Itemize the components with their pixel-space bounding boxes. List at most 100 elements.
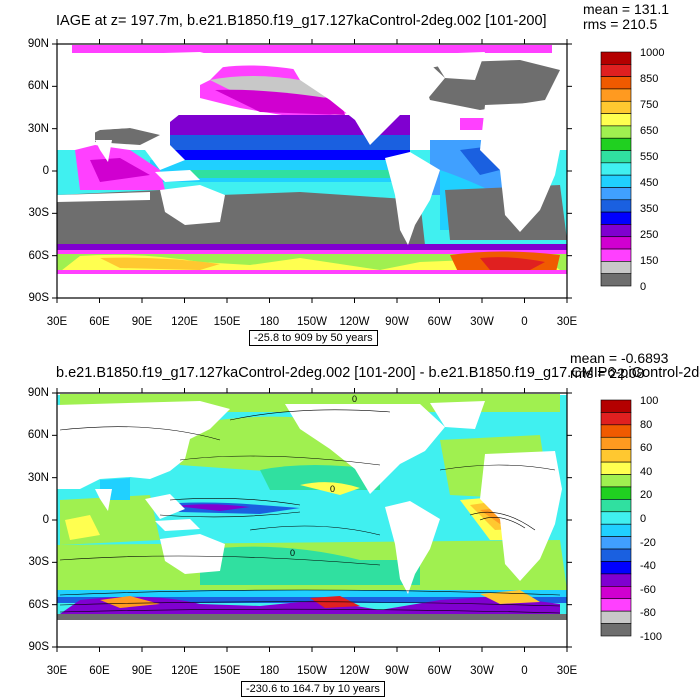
colorbar-swatch [600,573,632,587]
colorbar-label: -80 [640,607,656,620]
colorbar-label: 1000 [640,47,665,59]
colorbar-swatch [600,199,632,213]
lon-tick-label: 150W [296,665,328,677]
colorbar-swatch [600,461,632,475]
lat-tick-label: 30N [27,471,49,484]
lat-tick-label: 30S [28,207,49,220]
colorbar-label: -20 [640,536,656,549]
colorbar-swatch [600,162,632,176]
panel2-range-label: -230.6 to 164.7 by 10 years [241,681,385,697]
lat-tick-label: 60N [27,429,49,442]
colorbar-swatch [600,236,632,250]
lon-tick-label: 60E [89,316,110,328]
colorbar-swatch [600,64,632,77]
lat-tick-label: 60S [28,249,49,262]
lon-tick-label: 90E [131,665,153,677]
colorbar-label: 450 [640,177,659,189]
colorbar-swatch [600,187,632,201]
lon-tick-label: 30E [46,665,68,677]
colorbar-swatch [600,486,632,500]
colorbar-swatch [600,536,632,550]
lat-tick-label: 90N [27,387,49,399]
colorbar-label: 850 [640,73,659,85]
colorbar-swatch [600,399,632,413]
colorbar-swatch [600,436,632,450]
colorbar-label: 40 [640,465,653,478]
colorbar-label: 650 [640,125,659,137]
colorbar-swatch [600,511,632,525]
lat-tick-label: 90N [27,38,49,50]
colorbar-label: 60 [640,442,653,455]
panel1-map [57,44,567,298]
lon-tick-label: 30E [556,316,578,328]
lon-tick-label: 120W [339,665,370,677]
colorbar-swatch [600,261,632,274]
colorbar-swatch [600,586,632,600]
colorbar-swatch [600,137,632,151]
colorbar-swatch [600,499,632,513]
lat-tick-label: 0 [42,165,49,177]
colorbar-swatch [600,598,632,612]
colorbar-label: 550 [640,151,659,163]
lon-tick-label: 60E [89,665,110,677]
contour-label: 0 [290,548,295,558]
panel2-mean: mean = -0.6893 [570,350,669,366]
colorbar-swatch [600,211,632,225]
colorbar-swatch [600,51,632,65]
panel2-title: b.e21.B1850.f19_g17.127kaControl-2deg.00… [56,365,700,381]
lat-tick-label: 60N [27,80,49,93]
colorbar-swatch [600,523,632,537]
lat-tick-label: 30S [28,556,49,569]
lon-tick-label: 60W [427,316,452,328]
colorbar-swatch [600,174,632,188]
lon-tick-label: 30E [556,665,578,677]
colorbar-label: 0 [640,281,647,293]
colorbar-swatch [600,424,632,438]
colorbar-label: -60 [640,583,656,596]
colorbar-label: 350 [640,203,659,215]
panel1-ticks [52,39,572,303]
colorbar-swatch [600,474,632,488]
colorbar-label: 100 [640,395,659,407]
lon-tick-label: 0 [521,665,528,677]
colorbar-swatch [600,150,632,164]
colorbar-swatch [600,76,632,90]
colorbar-label: 20 [640,489,653,502]
lon-tick-label: 90W [385,316,409,328]
colorbar-swatch [600,88,632,102]
lon-tick-label: 0 [521,316,528,328]
colorbar-label: -40 [640,560,656,573]
lon-tick-label: 30W [470,665,494,677]
colorbar-label: 150 [640,255,659,267]
contour-label: 0 [330,484,335,494]
lat-tick-label: 90S [28,641,49,653]
colorbar-1 [600,51,632,287]
colorbar-swatch [600,273,632,287]
colorbar-swatch [600,623,632,637]
lon-tick-label: 150E [213,316,241,328]
panel1-mean: mean = 131.1 [583,1,670,17]
colorbar-swatch [600,113,632,127]
lat-tick-label: 0 [42,514,49,526]
colorbar-swatch [600,610,632,624]
panel1-rms: rms = 210.5 [583,16,658,32]
colorbar-swatch [600,449,632,463]
colorbar-swatch [600,224,632,238]
colorbar-label: 250 [640,229,659,241]
lon-tick-label: 60W [427,665,452,677]
colorbar-swatch [600,561,632,575]
panel1-title: IAGE at z= 197.7m, b.e21.B1850.f19_g17.1… [56,13,547,29]
contour-label: 0 [352,394,357,404]
panel2-ticks [52,388,572,652]
lat-tick-label: 60S [28,598,49,611]
lon-tick-label: 180 [259,665,280,677]
lat-tick-label: 30N [27,122,49,135]
lon-tick-label: 120W [339,316,370,328]
lon-tick-label: 180 [259,316,280,328]
colorbar-label: -100 [640,631,663,643]
lon-tick-label: 90W [385,665,409,677]
colorbar-swatch [600,248,632,262]
lon-tick-label: 150E [213,665,241,677]
lon-tick-label: 90E [131,316,153,328]
